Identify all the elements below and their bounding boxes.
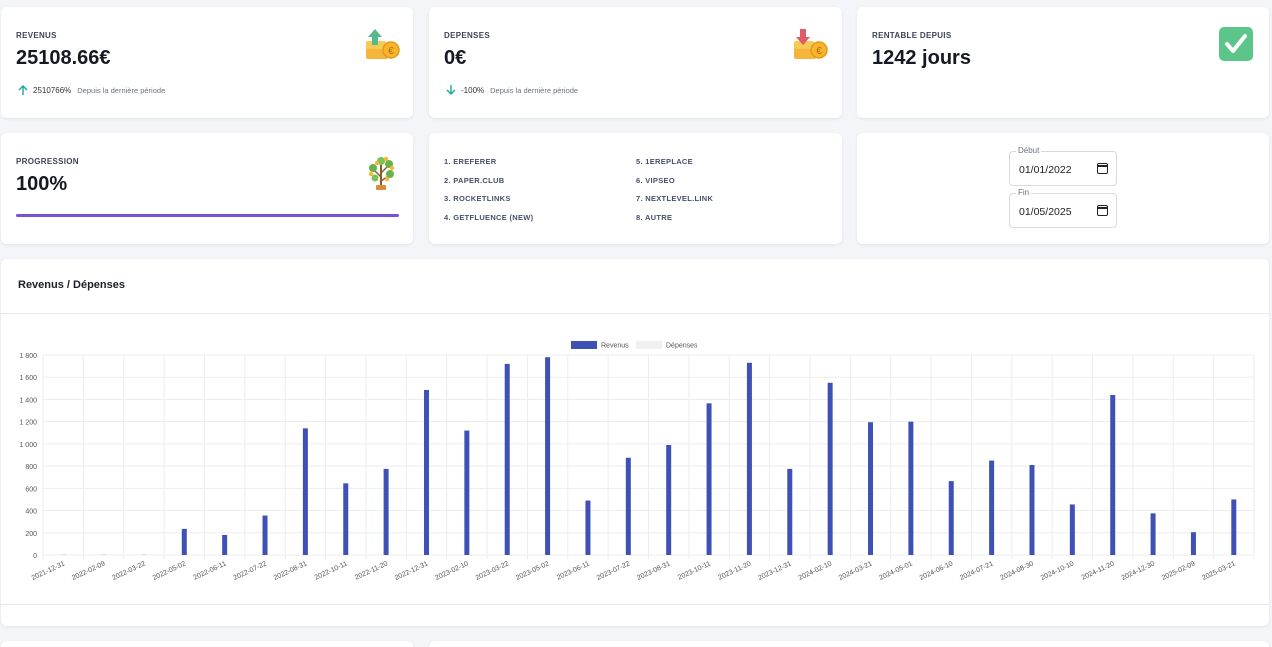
- rentable-card: RENTABLE DEPUIS 1242 jours: [857, 7, 1269, 118]
- platforms-list: 1. EREFERER 5. 1EREPLACE 2. PAPER.CLUB 6…: [444, 157, 828, 222]
- start-date-value[interactable]: 01/01/2022: [1019, 164, 1072, 176]
- depenses-trend-value: -100%: [461, 85, 485, 95]
- progression-card: PROGRESSION 100%: [1, 133, 413, 244]
- revenus-trend: 2510766% Depuis la dernière période: [17, 84, 165, 96]
- money-tree-icon: [368, 156, 395, 190]
- end-date-value[interactable]: 01/05/2025: [1019, 206, 1072, 218]
- svg-text:€: €: [388, 46, 394, 57]
- svg-text:€: €: [816, 46, 822, 57]
- platform-item: 6. VIPSEO: [636, 175, 675, 185]
- rentable-value: 1242 jours: [872, 47, 971, 69]
- rentable-label: RENTABLE DEPUIS: [872, 31, 952, 40]
- coins-up-icon: €: [366, 29, 400, 59]
- end-date-label: Fin: [1016, 188, 1032, 197]
- arrow-up-icon: [18, 85, 28, 95]
- depenses-card: DEPENSES 0€ -100% Depuis la dernière pér…: [429, 7, 842, 118]
- check-icon: [1219, 27, 1253, 61]
- end-date-field[interactable]: Fin 01/05/2025: [1009, 188, 1117, 228]
- progression-value: 100%: [16, 173, 68, 195]
- divider: [1, 604, 1269, 605]
- bottom-card-right: [429, 641, 1269, 647]
- revenus-trend-value: 2510766%: [33, 85, 72, 95]
- depenses-label: DEPENSES: [444, 31, 490, 40]
- depenses-trend-text: Depuis la dernière période: [490, 85, 579, 95]
- bottom-card-left: [1, 641, 413, 647]
- depenses-value: 0€: [444, 47, 467, 69]
- platform-item: 7. NEXTLEVEL.LINK: [636, 194, 714, 203]
- platform-item: 1. EREFERER: [444, 157, 497, 166]
- revenus-trend-text: Depuis la dernière période: [77, 85, 166, 95]
- revenus-label: REVENUS: [16, 31, 57, 40]
- depenses-trend: -100% Depuis la dernière période: [445, 84, 578, 96]
- progression-label: PROGRESSION: [16, 157, 79, 166]
- platform-item: 3. ROCKETLINKS: [444, 194, 511, 203]
- arrow-down-icon: [446, 85, 456, 95]
- progress-bar: [16, 214, 399, 217]
- platform-item: 2. PAPER.CLUB: [444, 175, 505, 185]
- platform-item: 5. 1EREPLACE: [636, 157, 693, 166]
- calendar-icon[interactable]: [1096, 205, 1108, 216]
- platforms-card: 1. EREFERER 5. 1EREPLACE 2. PAPER.CLUB 6…: [429, 133, 842, 244]
- start-date-label: Début: [1016, 146, 1042, 155]
- coins-down-icon: €: [794, 29, 828, 59]
- revenus-value: 25108.66€: [16, 47, 111, 69]
- platform-item: 4. GETFLUENCE (NEW): [444, 212, 534, 222]
- platform-item: 8. AUTRE: [636, 212, 673, 222]
- chart-title: Revenus / Dépenses: [18, 279, 125, 291]
- revenus-card: REVENUS 25108.66€ 2510766% Depuis la der…: [1, 7, 413, 118]
- start-date-field[interactable]: Début 01/01/2022: [1009, 146, 1117, 186]
- divider: [1, 313, 1269, 314]
- calendar-icon[interactable]: [1096, 163, 1108, 174]
- chart-card: Revenus / Dépenses: [1, 259, 1269, 626]
